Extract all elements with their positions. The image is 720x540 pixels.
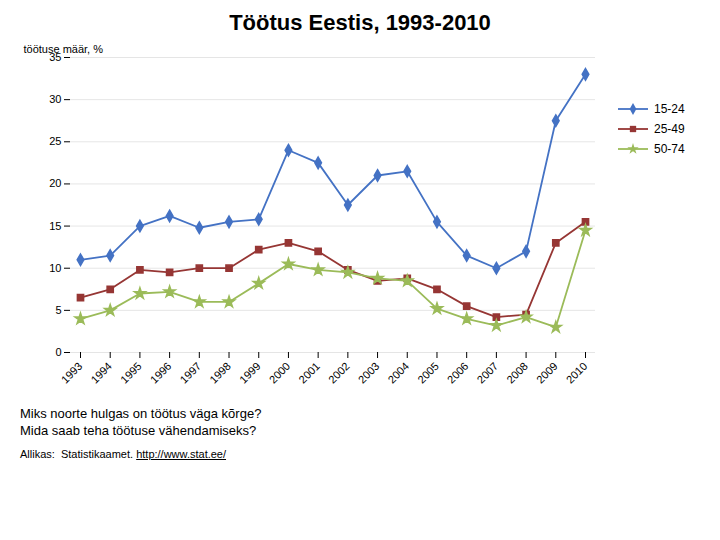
svg-text:2008: 2008 — [504, 360, 530, 386]
svg-text:30: 30 — [49, 93, 61, 105]
svg-text:1998: 1998 — [207, 360, 233, 386]
svg-text:1999: 1999 — [237, 360, 263, 386]
html-text:25-49: 25-49 — [654, 122, 685, 136]
svg-text:töötuse määr, %: töötuse määr, % — [24, 43, 104, 55]
svg-text:15: 15 — [49, 220, 61, 232]
svg-text:1993: 1993 — [59, 360, 85, 386]
svg-text:2003: 2003 — [356, 360, 382, 386]
svg-text:1997: 1997 — [177, 360, 203, 386]
svg-text:2007: 2007 — [474, 360, 500, 386]
svg-text:2005: 2005 — [415, 360, 441, 386]
html-text:Töötus Eestis, 1993-2010: Töötus Eestis, 1993-2010 — [229, 10, 491, 35]
html-text:15-24: 15-24 — [654, 102, 685, 116]
svg-text:2009: 2009 — [534, 360, 560, 386]
html-text:Miks noorte hulgas on töötus v: Miks noorte hulgas on töötus väga kõrge? — [20, 406, 262, 421]
svg-text:2000: 2000 — [267, 360, 293, 386]
svg-text:0: 0 — [55, 346, 61, 358]
html-text:50-74: 50-74 — [654, 142, 685, 156]
svg-text:2006: 2006 — [445, 360, 471, 386]
svg-text:2010: 2010 — [564, 360, 590, 386]
svg-text:2002: 2002 — [326, 360, 352, 386]
svg-text:10: 10 — [49, 262, 61, 274]
svg-text:35: 35 — [49, 51, 62, 63]
svg-text:1996: 1996 — [148, 360, 174, 386]
svg-text:1994: 1994 — [88, 360, 114, 386]
svg-text:5: 5 — [55, 304, 61, 316]
svg-text:2001: 2001 — [296, 360, 322, 386]
svg-text:20: 20 — [49, 177, 61, 189]
html-text:Allikas: Statistikaamet. http:: Allikas: Statistikaamet. http://www.stat… — [20, 448, 226, 460]
svg-text:2004: 2004 — [385, 360, 411, 386]
html-text:Mida saab teha töötuse vähenda: Mida saab teha töötuse vähendamiseks? — [20, 423, 257, 438]
svg-text:1995: 1995 — [118, 360, 144, 386]
svg-text:25: 25 — [49, 135, 61, 147]
